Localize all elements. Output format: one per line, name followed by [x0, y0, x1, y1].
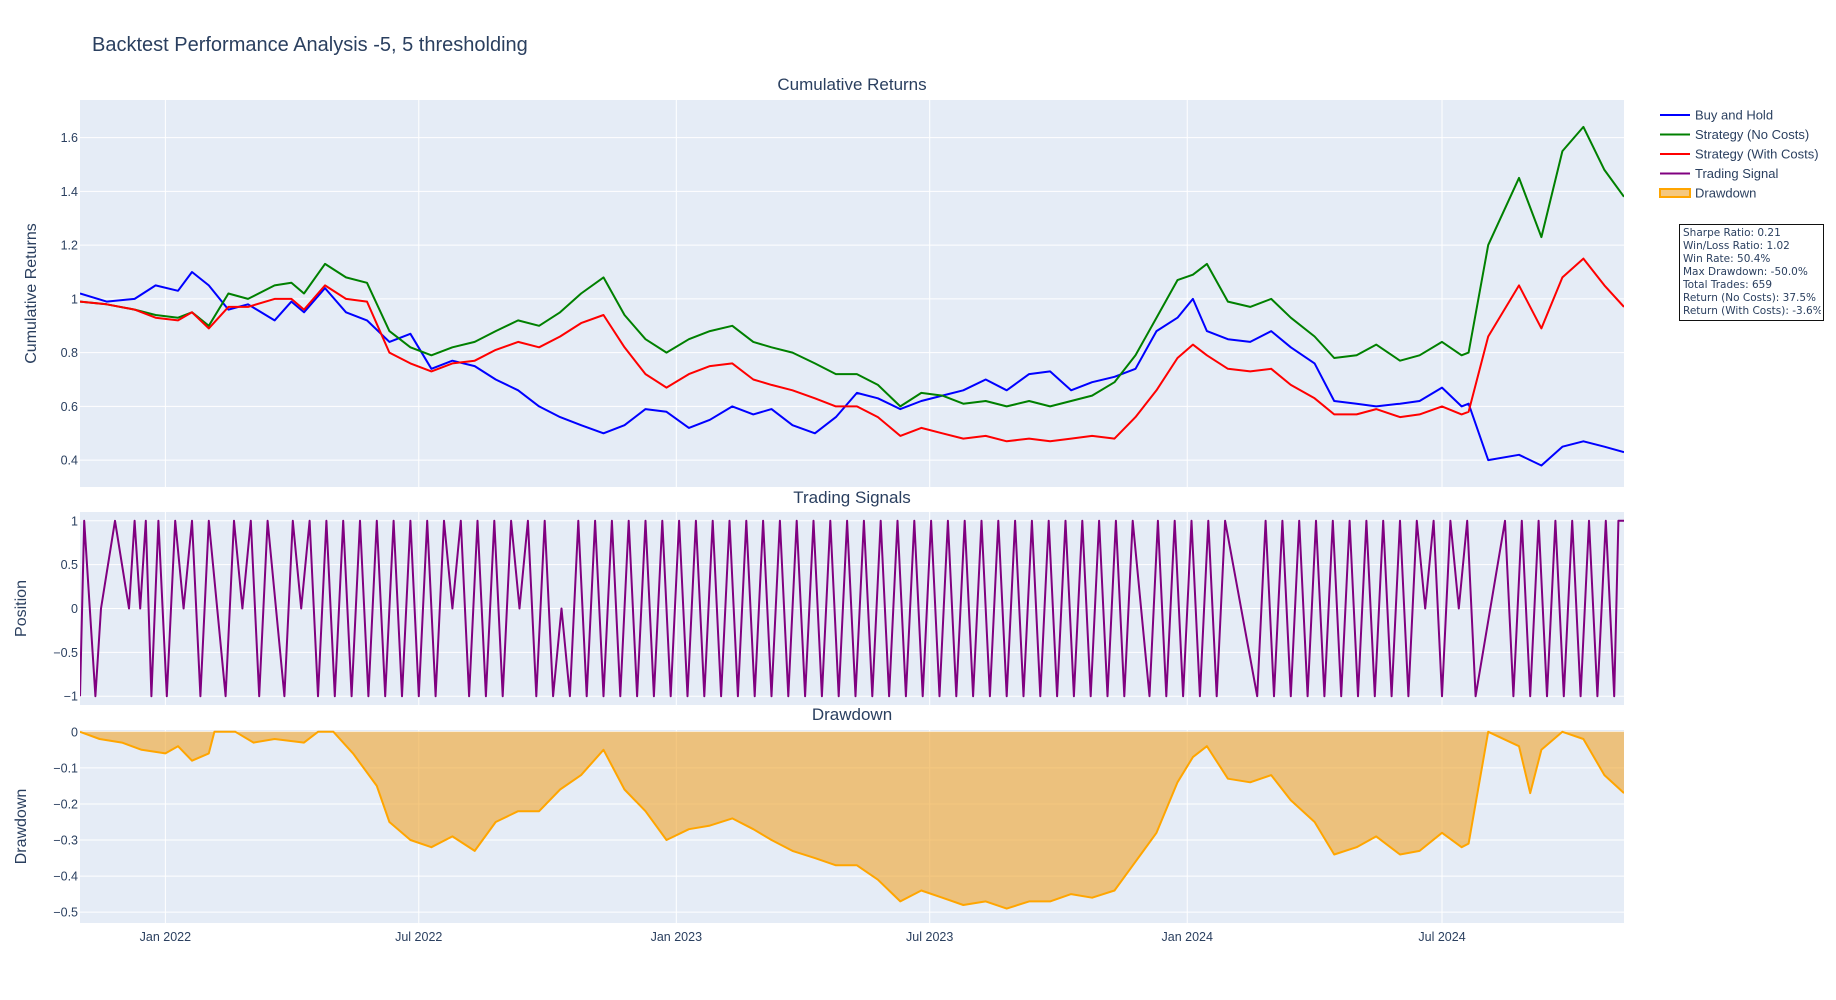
legend-label: Trading Signal — [1695, 166, 1778, 181]
y-tick-label: 0.5 — [61, 558, 78, 572]
series-strategy-with-costs-line — [80, 257, 1624, 443]
y-tick-label: −0.4 — [53, 870, 78, 884]
legend-label: Drawdown — [1695, 186, 1756, 201]
subplot-title: Trading Signals — [793, 488, 911, 507]
legend-swatch — [1659, 188, 1691, 198]
y-tick-label: 1.2 — [61, 239, 78, 253]
x-tick-label: Jan 2024 — [1162, 930, 1213, 944]
stat-sharpe-ratio: Sharpe Ratio: 0.21 — [1683, 227, 1781, 239]
x-tick-label: Jan 2023 — [651, 930, 702, 944]
stat-return-no-costs: Return (No Costs): 37.5% — [1683, 292, 1817, 304]
y-tick-label: 0.6 — [61, 400, 78, 414]
plot-background — [80, 100, 1624, 487]
y-tick-label: −1 — [64, 690, 78, 704]
figure-title: Backtest Performance Analysis -5, 5 thre… — [92, 34, 528, 56]
y-axis-title: Position — [13, 580, 30, 637]
legend-item: Strategy (With Costs) — [1660, 147, 1819, 162]
legend-item: Strategy (No Costs) — [1660, 127, 1809, 142]
legend-item: Drawdown — [1659, 186, 1756, 201]
y-tick-label: 1.6 — [61, 131, 78, 145]
series-trading-signal-line — [80, 519, 1624, 698]
stat-return-with-costs: Return (With Costs): -3.6% — [1683, 305, 1821, 317]
panel-2: −1 −0.5 0 0.5 1 Trading Signals Position — [13, 488, 1624, 705]
series-buy-and-hold-line — [80, 271, 1624, 467]
legend: Buy and Hold Strategy (No Costs) Strategy … — [1659, 108, 1819, 201]
y-tick-label: −0.2 — [53, 797, 78, 811]
y-tick-label: 1.4 — [61, 185, 78, 199]
y-tick-label: 0.4 — [61, 454, 78, 468]
x-tick-label: Jul 2024 — [1418, 930, 1465, 944]
legend-label: Strategy (No Costs) — [1695, 127, 1809, 142]
stat-total-trades: Total Trades: 659 — [1683, 279, 1772, 291]
subplot-title: Drawdown — [812, 705, 892, 724]
y-tick-label: 0 — [71, 725, 78, 739]
y-tick-label: 0 — [71, 602, 78, 616]
stats-box: Sharpe Ratio: 0.21 Win/Loss Ratio: 1.02 … — [1679, 224, 1824, 321]
panel-3: −0.5 −0.4 −0.3 −0.2 −0.1 0 Drawdown Drawdown Jan… — [13, 705, 1624, 944]
legend-item: Trading Signal — [1660, 166, 1778, 181]
series-drawdown-line — [80, 730, 1624, 910]
stat-win-rate: Win Rate: 50.4% — [1683, 253, 1771, 265]
y-axis-title: Drawdown — [13, 789, 30, 865]
y-tick-label: −0.3 — [53, 834, 78, 848]
y-tick-label: 1 — [71, 514, 78, 528]
series-strategy-no-costs-line — [80, 125, 1624, 408]
panel-1: 0.4 0.6 0.8 1 1.2 1.4 1.6 Cumulative Returns Cum… — [23, 75, 1624, 487]
y-tick-label: −0.5 — [53, 646, 78, 660]
y-axis-title: Cumulative Returns — [23, 223, 40, 364]
legend-label: Buy and Hold — [1695, 108, 1773, 123]
x-tick-label: Jan 2022 — [140, 930, 191, 944]
legend-item: Buy and Hold — [1660, 108, 1773, 123]
y-tick-label: −0.1 — [53, 761, 78, 775]
stat-max-drawdown: Max Drawdown: -50.0% — [1683, 266, 1808, 278]
y-tick-label: 0.8 — [61, 346, 78, 360]
x-tick-label: Jul 2023 — [906, 930, 953, 944]
legend-label: Strategy (With Costs) — [1695, 147, 1819, 162]
stat-win-loss-ratio: Win/Loss Ratio: 1.02 — [1683, 240, 1790, 252]
y-tick-label: −0.5 — [53, 906, 78, 920]
y-tick-label: 1 — [71, 292, 78, 306]
x-tick-label: Jul 2022 — [395, 930, 442, 944]
subplot-title: Cumulative Returns — [777, 75, 926, 94]
series-drawdown-fill — [80, 731, 1624, 909]
